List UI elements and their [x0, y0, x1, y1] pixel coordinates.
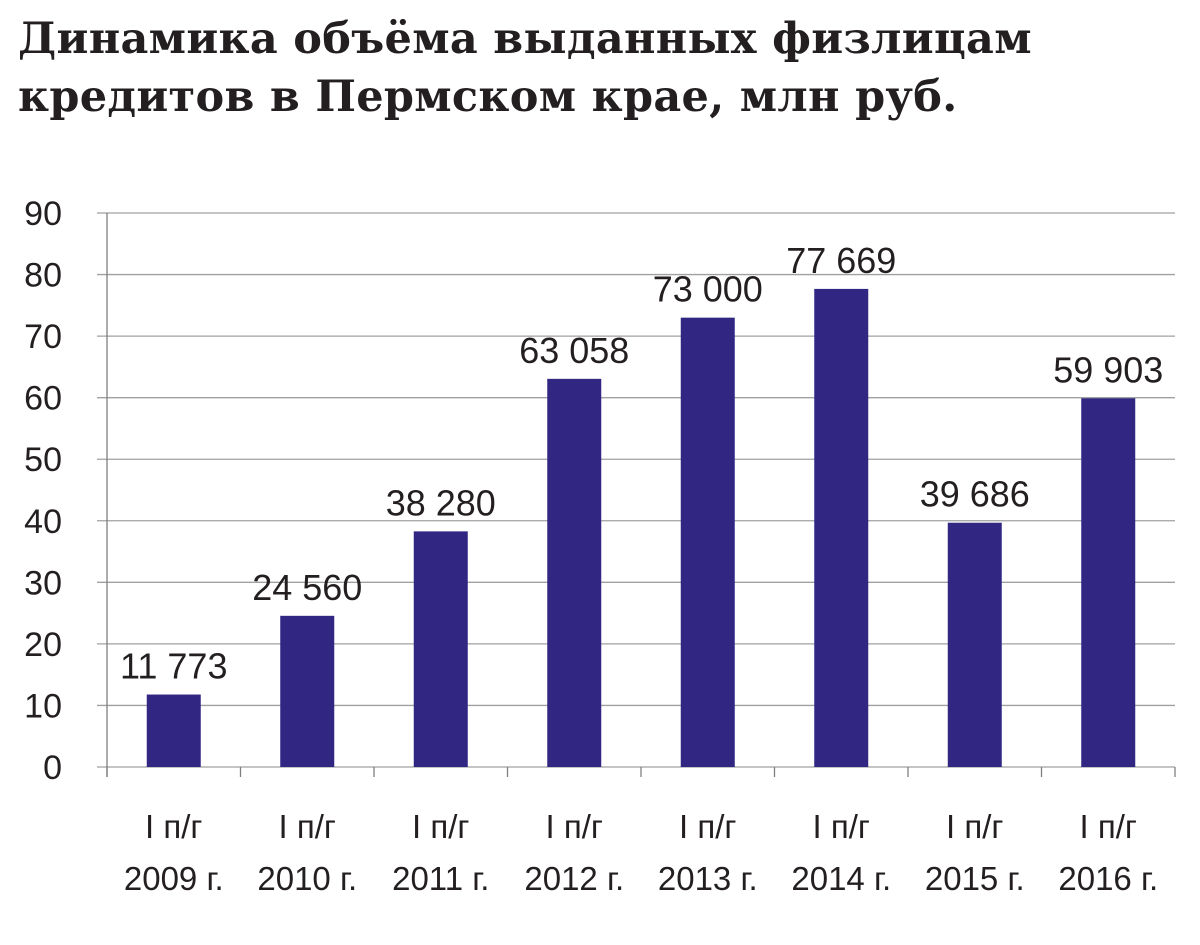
y-tick-label: 60: [24, 380, 62, 418]
data-label: 77 669: [786, 240, 896, 281]
chart-title-line-1: Динамика объёма выданных физлицам: [18, 14, 1032, 64]
x-tick-label-line-1: I п/г: [145, 808, 202, 845]
x-tick-label-line-1: I п/г: [412, 808, 469, 845]
bar: [413, 531, 468, 767]
y-tick-label: 0: [43, 749, 62, 787]
x-tick-label-line-2: 2009 г.: [124, 860, 224, 897]
x-tick-label-line-2: 2014 г.: [791, 860, 891, 897]
data-label: 24 560: [252, 567, 362, 608]
y-tick-label: 10: [24, 687, 62, 725]
x-tick-label-line-1: I п/г: [279, 808, 336, 845]
data-label: 59 903: [1053, 349, 1163, 390]
y-tick-label: 80: [24, 257, 62, 295]
bar: [814, 288, 869, 767]
chart-title-line-2: кредитов в Пермском крае, млн руб.: [18, 72, 958, 122]
data-label: 11 773: [120, 646, 227, 687]
y-tick-label: 30: [24, 564, 62, 602]
x-tick-label-line-1: I п/г: [946, 808, 1003, 845]
x-tick-label-line-2: 2013 г.: [658, 860, 758, 897]
data-label: 39 686: [920, 474, 1030, 515]
x-tick-label-line-1: I п/г: [546, 808, 603, 845]
bar: [280, 615, 335, 767]
chart-title: Динамика объёма выданных физлицам кредит…: [18, 10, 1032, 126]
x-tick-label-line-2: 2015 г.: [925, 860, 1025, 897]
y-tick-label: 90: [24, 195, 62, 233]
data-label: 63 058: [519, 330, 629, 371]
x-tick-label-line-2: 2016 г.: [1058, 860, 1158, 897]
bar: [680, 317, 735, 767]
x-tick-label-line-1: I п/г: [1080, 808, 1137, 845]
x-tick-label-line-1: I п/г: [679, 808, 736, 845]
x-tick-label-line-2: 2011 г.: [392, 860, 489, 897]
bar: [146, 694, 201, 767]
x-tick-label-line-2: 2012 г.: [524, 860, 624, 897]
y-tick-label: 20: [24, 626, 62, 664]
x-tick-label-line-2: 2010 г.: [257, 860, 357, 897]
data-label: 38 280: [386, 482, 496, 523]
data-label: 73 000: [653, 269, 763, 310]
bar: [947, 522, 1002, 767]
bar: [1081, 398, 1136, 767]
bar: [547, 378, 602, 767]
y-tick-label: 50: [24, 441, 62, 479]
x-tick-label-line-1: I п/г: [813, 808, 870, 845]
y-tick-label: 40: [24, 503, 62, 541]
y-tick-label: 70: [24, 318, 62, 356]
